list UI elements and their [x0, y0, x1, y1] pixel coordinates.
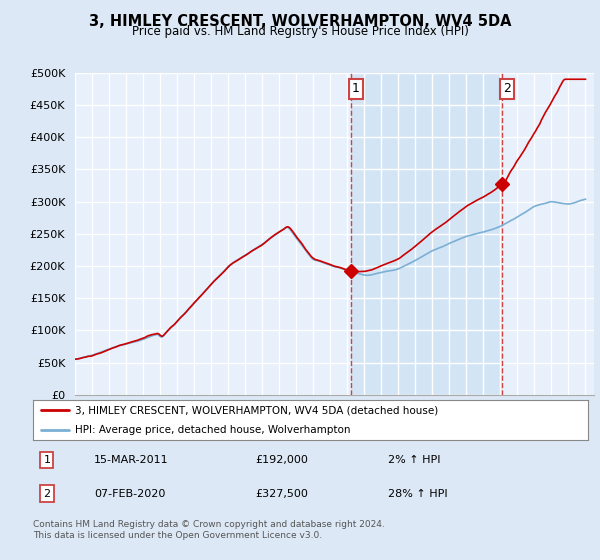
- Text: HPI: Average price, detached house, Wolverhampton: HPI: Average price, detached house, Wolv…: [74, 425, 350, 435]
- Text: Price paid vs. HM Land Registry's House Price Index (HPI): Price paid vs. HM Land Registry's House …: [131, 25, 469, 38]
- Text: £192,000: £192,000: [255, 455, 308, 465]
- Text: 07-FEB-2020: 07-FEB-2020: [94, 488, 166, 498]
- Text: £327,500: £327,500: [255, 488, 308, 498]
- Text: 15-MAR-2011: 15-MAR-2011: [94, 455, 169, 465]
- Text: 2% ↑ HPI: 2% ↑ HPI: [388, 455, 440, 465]
- Text: 3, HIMLEY CRESCENT, WOLVERHAMPTON, WV4 5DA (detached house): 3, HIMLEY CRESCENT, WOLVERHAMPTON, WV4 5…: [74, 405, 438, 415]
- Text: 28% ↑ HPI: 28% ↑ HPI: [388, 488, 448, 498]
- Text: 1: 1: [43, 455, 50, 465]
- Text: 2: 2: [43, 488, 50, 498]
- Text: 3, HIMLEY CRESCENT, WOLVERHAMPTON, WV4 5DA: 3, HIMLEY CRESCENT, WOLVERHAMPTON, WV4 5…: [89, 14, 511, 29]
- Text: Contains HM Land Registry data © Crown copyright and database right 2024.
This d: Contains HM Land Registry data © Crown c…: [33, 520, 385, 540]
- Bar: [350, 73, 502, 395]
- Text: 1: 1: [352, 82, 360, 95]
- Text: 2: 2: [503, 82, 511, 95]
